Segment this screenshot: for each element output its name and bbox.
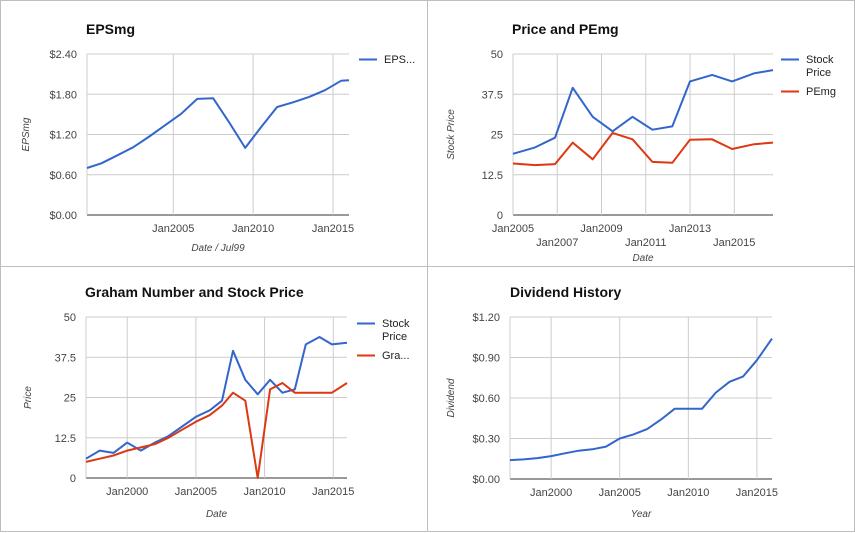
x-tick-label: Jan2010 (243, 486, 285, 498)
y-axis-title: Dividend (446, 378, 457, 417)
y-tick-label: 50 (491, 49, 503, 61)
legend-label: EPS... (384, 54, 415, 66)
y-axis-title: Price (23, 386, 34, 409)
dividend-chart: Dividend History $0.00 $0.30 $0.60 $0.90 $1.2… (446, 284, 778, 520)
y-tick-label: $1.80 (49, 89, 77, 101)
x-tick-label: Jan2000 (106, 486, 148, 498)
y-tick-label: $0.60 (49, 170, 77, 182)
y-tick-label: 25 (491, 130, 503, 142)
x-tick-label: Jan2010 (667, 487, 709, 499)
y-tick-label: 12.5 (482, 170, 503, 182)
series-line-gra (85, 382, 348, 479)
x-axis-title: Date (632, 253, 654, 264)
x-tick-label: Jan2009 (580, 223, 622, 235)
price-pe-chart-panel: Price and PEmg 0 12.5 25 37.5 50 Jan2005 Jan200… (427, 0, 855, 267)
y-tick-label: $1.20 (472, 312, 500, 324)
y-tick-label: 0 (70, 473, 76, 485)
y-tick-label: 25 (64, 393, 76, 405)
series-line-eps (86, 79, 350, 169)
chart-title: EPSmg (86, 21, 135, 37)
chart-title: Price and PEmg (512, 21, 619, 37)
y-tick-label: 0 (497, 210, 503, 222)
y-axis-title: EPSmg (21, 117, 32, 151)
x-tick-label: Jan2005 (599, 487, 641, 499)
series-line-stock-price (512, 69, 774, 155)
y-tick-label: 12.5 (55, 433, 76, 445)
y-tick-label: 37.5 (55, 352, 76, 364)
graham-chart: Graham Number and Stock Price 0 12.5 25 37.5… (23, 284, 410, 520)
eps-chart-panel: EPSmg $0.00 $0.60 $1.20 $1.80 $2.40 Jan2005 Jan… (0, 0, 428, 267)
y-tick-label: $2.40 (49, 49, 77, 61)
y-tick-label: $0.90 (472, 353, 500, 365)
graham-chart-panel: Graham Number and Stock Price 0 12.5 25 37.5… (0, 266, 428, 532)
x-axis-title: Year (631, 509, 652, 520)
legend-label: Stock Price (806, 54, 834, 79)
y-tick-label: $0.60 (472, 393, 500, 405)
y-tick-label: 50 (64, 312, 76, 324)
x-axis-title: Date (206, 509, 228, 520)
x-tick-label: Jan2005 (492, 223, 534, 235)
y-tick-label: $1.20 (49, 130, 77, 142)
legend-label: Stock Price (382, 318, 410, 343)
legend-label: PEmg (806, 86, 836, 98)
x-tick-label: Jan2011 (625, 237, 666, 249)
series-line-stock-price (85, 336, 348, 460)
price-pe-chart: Price and PEmg012.52537.550Jan2005Jan200… (446, 21, 836, 264)
legend-label: Gra... (382, 350, 410, 362)
y-axis-title: Stock Price (446, 109, 457, 160)
x-tick-label: Jan2015 (713, 237, 755, 249)
y-tick-label: $0.30 (472, 434, 500, 446)
y-tick-label: $0.00 (49, 210, 77, 222)
eps-chart: EPSmg $0.00 $0.60 $1.20 $1.80 $2.40 Jan2005 Jan… (21, 21, 415, 254)
x-tick-label: Jan2015 (312, 486, 354, 498)
x-tick-label: Jan2000 (530, 487, 572, 499)
x-tick-label: Jan2007 (536, 237, 578, 249)
x-tick-label: Jan2013 (669, 223, 711, 235)
x-tick-label: Jan2010 (232, 223, 274, 235)
series-line-pemg (512, 131, 774, 167)
x-tick-label: Jan2005 (175, 486, 217, 498)
x-axis-title: Date / Jul99 (191, 243, 245, 254)
y-tick-label: 37.5 (482, 89, 503, 101)
dividend-chart-panel: Dividend History $0.00 $0.30 $0.60 $0.90 $1.2… (427, 266, 855, 532)
x-tick-label: Jan2005 (152, 223, 194, 235)
chart-title: Graham Number and Stock Price (85, 284, 304, 300)
x-tick-label: Jan2015 (312, 223, 354, 235)
y-tick-label: $0.00 (472, 474, 500, 486)
x-tick-label: Jan2015 (736, 487, 778, 499)
chart-title: Dividend History (510, 284, 621, 300)
series-line-dividend-history (509, 338, 773, 462)
